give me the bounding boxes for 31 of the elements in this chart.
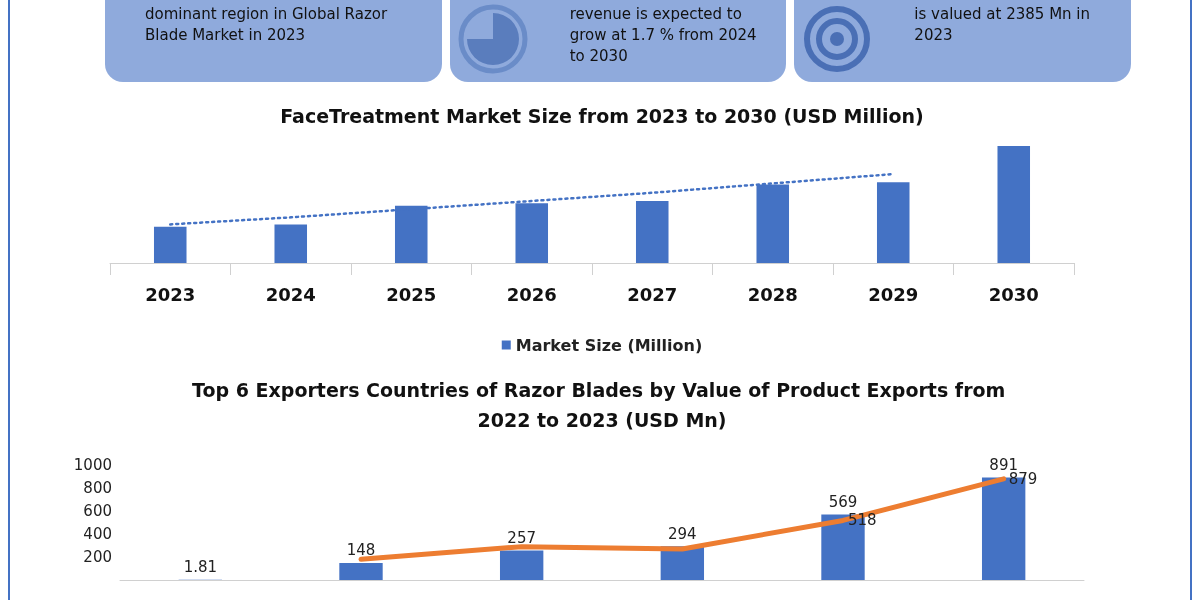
bar [997, 146, 1031, 263]
legend-label: Market Size (Million) [515, 335, 703, 355]
data-label: 148 [346, 541, 376, 560]
x-tick-label: 2027 [627, 283, 678, 305]
bar [274, 224, 308, 263]
text: is valued at 2385 Mn in 2023 [914, 4, 1092, 46]
bar [499, 550, 544, 580]
bar [635, 200, 669, 263]
y-tick-label: 400 [83, 525, 112, 543]
x-tick-label: 2023 [145, 283, 196, 305]
x-tick-label: 2028 [747, 283, 798, 305]
data-label: 569 [828, 493, 858, 512]
x-tick-label: 2029 [868, 283, 919, 305]
data-label: 294 [668, 524, 697, 543]
x-tick-label: 2030 [988, 283, 1039, 305]
bar [876, 182, 910, 263]
text: dominant region in Global Razor Blade Market in 2023 [145, 4, 389, 46]
chart-title: FaceTreatment Market Size from 2023 to 2030 (USD Million) [280, 105, 924, 127]
data-label: 518 [848, 511, 877, 530]
y-tick-label: 800 [83, 479, 112, 497]
data-label: 1.81 [183, 558, 218, 577]
data-label: 257 [507, 528, 536, 547]
text: revenue is expected to grow at 1.7 % from 2024 to 2030 [569, 4, 758, 67]
chart-title: Top 6 Exporters Countries of Razor Blades by Value of Product Exports from 2022 to 2023 (USD Mn) [192, 379, 1012, 431]
x-tick-label: 2024 [265, 283, 316, 305]
x-tick-label: 2025 [386, 283, 437, 305]
y-tick-label: 200 [83, 548, 112, 566]
y-tick-label: 600 [83, 502, 112, 520]
bar [339, 562, 383, 580]
y-tick-label: 1000 [73, 456, 112, 474]
x-tick-label: 2026 [506, 283, 557, 305]
